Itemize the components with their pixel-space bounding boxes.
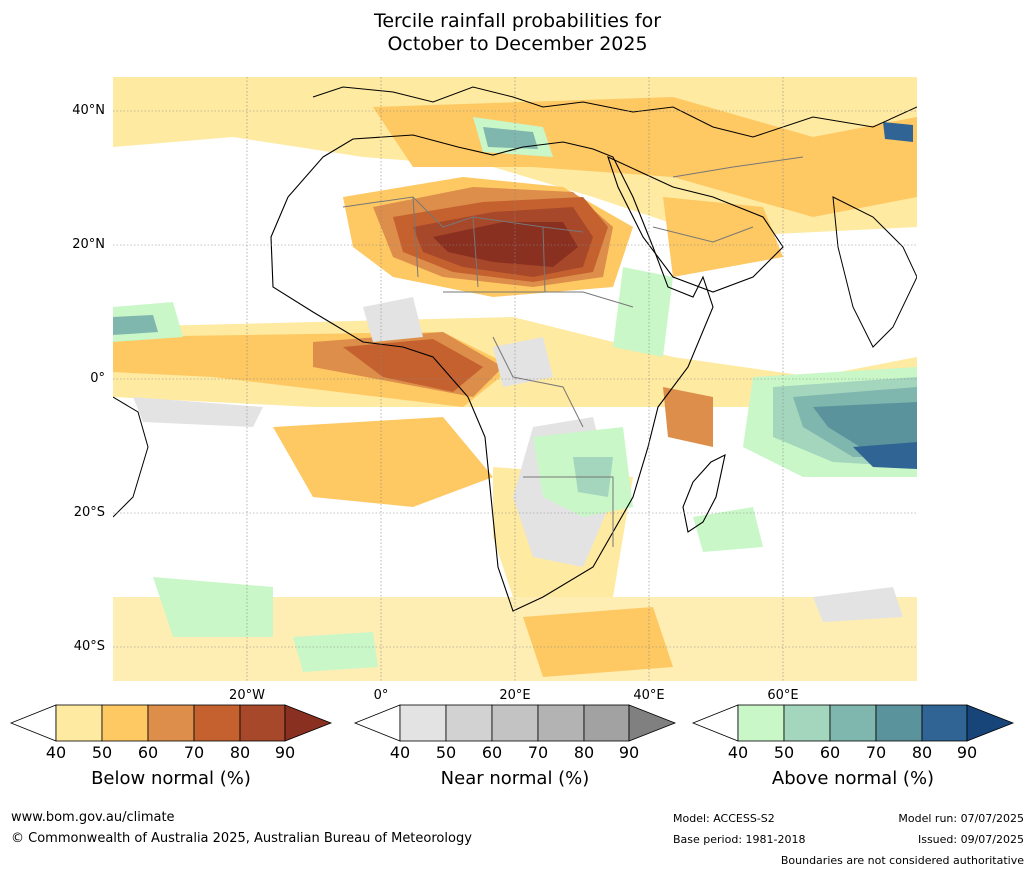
near-tick-80: 80	[573, 743, 595, 762]
above-swatch-5	[921, 704, 968, 742]
below-tick-90: 90	[274, 743, 296, 762]
above-normal-title: Above normal (%)	[771, 768, 935, 789]
near-tick-60: 60	[481, 743, 503, 762]
footer-base-period: Base period: 1981-2018	[673, 833, 806, 846]
footer-model: Model: ACCESS-S2	[673, 812, 775, 825]
near-tick-70: 70	[527, 743, 549, 762]
graticule	[113, 77, 917, 681]
footer-copyright: © Commonwealth of Australia 2025, Austra…	[11, 831, 472, 846]
near-swatch-2	[445, 704, 493, 742]
south-america-coastline	[113, 396, 149, 518]
footer-model-run: Model run: 07/07/2025	[898, 812, 1024, 825]
lon-label-40e: 40°E	[633, 688, 665, 703]
lat-label-20s: 20°S	[73, 505, 105, 520]
above-swatch-3	[829, 704, 877, 742]
footer-url[interactable]: www.bom.gov.au/climate	[11, 810, 175, 825]
below-swatch-4	[193, 704, 241, 742]
near-tick-50: 50	[435, 743, 457, 762]
title-line-1: Tercile rainfall probabilities for	[373, 10, 662, 32]
lon-label-60e: 60°E	[767, 688, 799, 703]
colorbar-above-graphic	[691, 704, 1015, 742]
country-borders	[342, 156, 804, 547]
map-graphic	[113, 77, 917, 681]
below-swatch-6	[284, 704, 333, 742]
colorbar-near-graphic	[353, 704, 677, 742]
lat-label-20n: 20°N	[72, 237, 105, 252]
near-normal-title: Near normal (%)	[440, 768, 590, 789]
arabia-coastline	[607, 155, 784, 293]
near-tick-40: 40	[389, 743, 411, 762]
below-swatch-3	[147, 704, 195, 742]
eurasia-coastline	[312, 86, 917, 138]
above-swatch-4	[875, 704, 923, 742]
lon-label-20e: 20°E	[499, 688, 531, 703]
above-swatch-0	[691, 704, 739, 742]
near-swatch-0	[353, 704, 401, 742]
lat-label-0: 0°	[90, 371, 105, 386]
near-swatch-5	[583, 704, 630, 742]
below-tick-70: 70	[183, 743, 205, 762]
colorbar-below-graphic	[9, 704, 333, 742]
below-tick-60: 60	[137, 743, 159, 762]
near-swatch-4	[537, 704, 585, 742]
above-swatch-2	[783, 704, 831, 742]
above-tick-40: 40	[727, 743, 749, 762]
above-tick-90: 90	[956, 743, 978, 762]
below-tick-80: 80	[229, 743, 251, 762]
lon-label-20w: 20°W	[229, 688, 265, 703]
footer-disclaimer: Boundaries are not considered authoritat…	[780, 854, 1024, 867]
map-title: Tercile rainfall probabilities for Octob…	[0, 10, 1035, 56]
above-tick-80: 80	[911, 743, 933, 762]
near-swatch-3	[491, 704, 539, 742]
colorbar-near-normal	[353, 704, 677, 742]
lat-label-40s: 40°S	[73, 639, 105, 654]
below-swatch-5	[239, 704, 286, 742]
india-coastline	[832, 196, 917, 348]
above-tick-50: 50	[773, 743, 795, 762]
rainfall-probability-map	[113, 77, 917, 681]
below-tick-50: 50	[91, 743, 113, 762]
colorbar-below-normal	[9, 704, 333, 742]
below-tick-40: 40	[45, 743, 67, 762]
above-tick-60: 60	[819, 743, 841, 762]
above-swatch-6	[966, 704, 1015, 742]
below-swatch-0	[9, 704, 57, 742]
lat-label-40n: 40°N	[72, 103, 105, 118]
above-swatch-1	[737, 704, 785, 742]
near-swatch-6	[628, 704, 677, 742]
above-tick-70: 70	[865, 743, 887, 762]
below-normal-title: Below normal (%)	[91, 768, 251, 789]
colorbar-above-normal	[691, 704, 1015, 742]
madagascar-coastline	[682, 453, 726, 533]
title-line-2: October to December 2025	[387, 33, 648, 55]
lon-label-0: 0°	[373, 688, 389, 703]
footer-issued: Issued: 09/07/2025	[917, 833, 1024, 846]
below-swatch-2	[101, 704, 149, 742]
near-tick-90: 90	[618, 743, 640, 762]
near-swatch-1	[399, 704, 447, 742]
below-swatch-1	[55, 704, 103, 742]
africa-coastline	[270, 134, 714, 612]
